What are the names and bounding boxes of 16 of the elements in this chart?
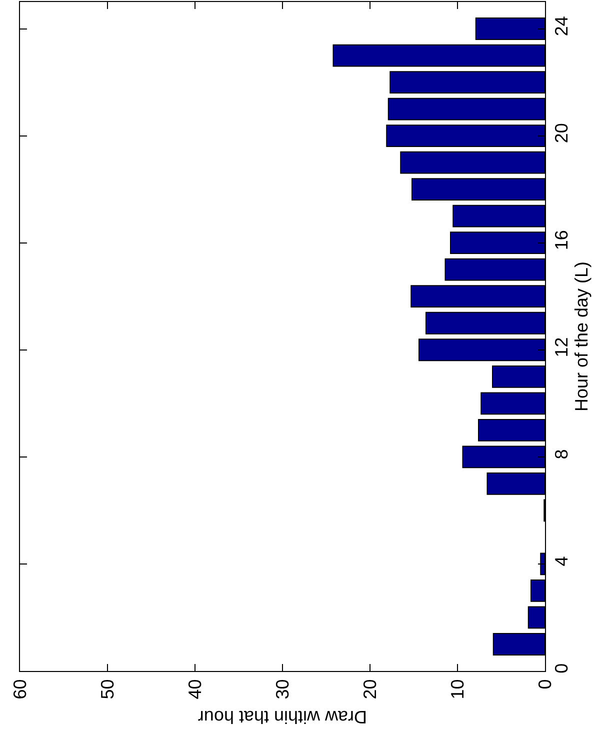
x-tick-label: 40 [184,679,205,700]
x-tick-label: 0 [534,679,555,690]
y-tick-label: 20 [552,123,572,144]
x-tick-label: 30 [272,679,292,700]
y-tick-label: 24 [552,16,572,36]
y-tick-label: 8 [552,449,572,460]
y-axis-title: Hour of the day (L) [572,261,592,412]
x-axis-title: Draw within that hour [198,707,367,727]
y-tick-label: 16 [552,230,572,250]
x-tick-label: 20 [360,679,380,700]
y-tick-label: 4 [552,556,572,566]
x-tick-label: 50 [97,679,118,700]
y-tick-label: 12 [552,337,572,358]
x-tick-label: 60 [10,679,30,700]
y-tick-label: 0 [552,663,572,674]
x-tick-label: 10 [447,679,468,700]
